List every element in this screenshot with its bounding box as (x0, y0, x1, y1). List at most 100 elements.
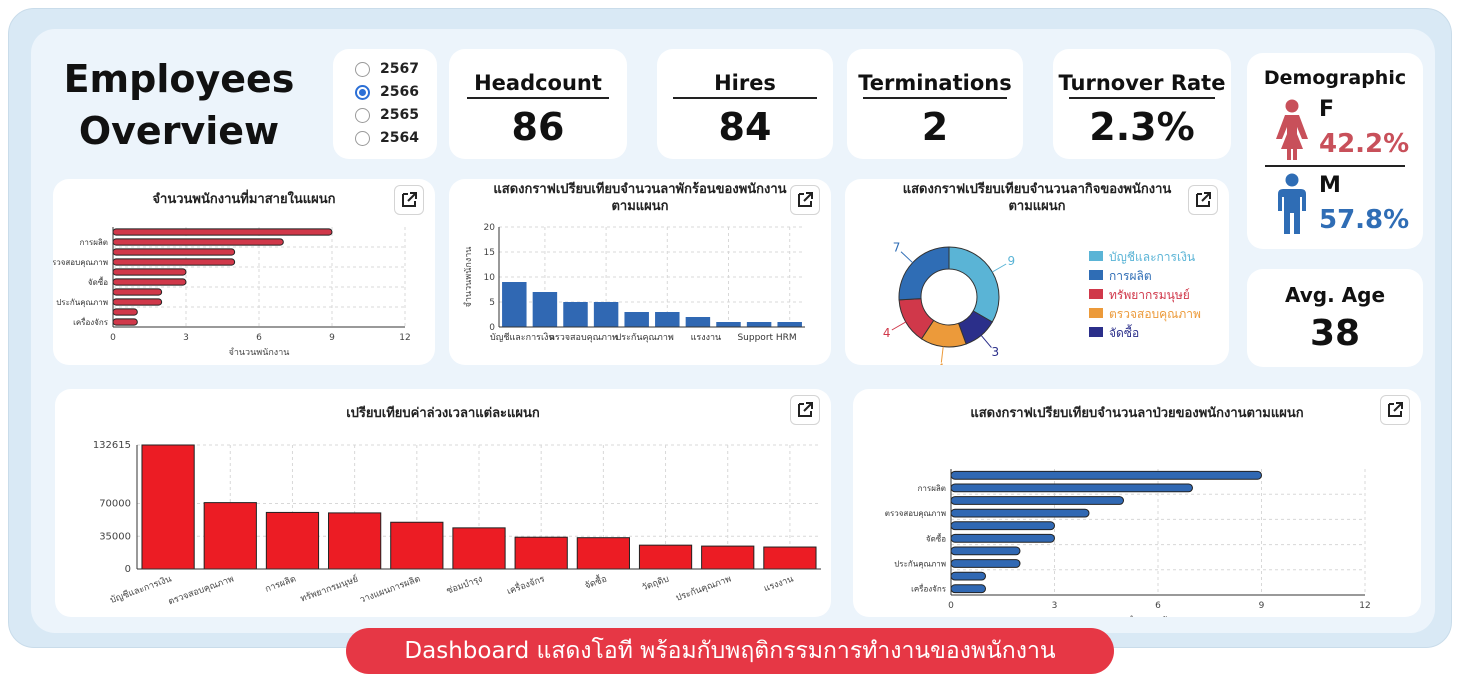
tick-label: 3 (1052, 601, 1058, 611)
bar (716, 322, 741, 327)
year-option-2564[interactable]: 2564 (355, 130, 419, 146)
donut-slice (948, 246, 1000, 323)
late-chart-svg: 0 3 6 9 12 การผลิตตรวจสอบคุณภาพจัดซื้อประกันค… (53, 227, 411, 358)
bar (112, 268, 187, 276)
turnover-value: 2.3% (1089, 105, 1195, 149)
tick-label: 70000 (99, 499, 131, 510)
bar (203, 502, 257, 570)
bar (624, 312, 649, 327)
demographic-divider (1265, 165, 1405, 167)
bar (514, 536, 568, 570)
category-label: บัญชีและการเงิน (490, 332, 555, 343)
expand-button[interactable] (790, 395, 820, 425)
tick-label: 132615 (93, 440, 131, 451)
bar (950, 559, 1021, 568)
tick-label: 0 (489, 323, 495, 333)
year-option-2567[interactable]: 2567 (355, 61, 419, 77)
year-option-2566[interactable]: 2566 (355, 84, 419, 100)
tick-label: 9 (1259, 601, 1265, 611)
overtime-chart-card: เปรียบเทียบค่าล่วงเวลาแต่ละแผนก 0 35000 70… (55, 389, 831, 617)
year-option-label: 2565 (380, 107, 419, 123)
category-label: เครื่องจักร (505, 572, 547, 598)
slice-label: 4 (883, 326, 891, 340)
slice-leader-line (940, 346, 944, 363)
bar (265, 511, 320, 570)
tick-label: 6 (1155, 601, 1161, 611)
bar (950, 496, 1124, 505)
female-label: F (1319, 97, 1335, 122)
x-axis-label: จำนวนพนักงาน (1128, 615, 1189, 617)
expand-button[interactable] (790, 185, 820, 215)
slice-label: 9 (1008, 254, 1016, 268)
bar (563, 302, 588, 327)
year-option-2565[interactable]: 2565 (355, 107, 419, 123)
bar (950, 470, 1262, 480)
category-label: เครื่องจักร (73, 316, 109, 327)
year-option-label: 2564 (380, 130, 419, 146)
headcount-divider (467, 97, 609, 99)
slice-leader-line (992, 263, 1007, 273)
radio-selected-icon[interactable] (355, 84, 370, 100)
tick-label: 5 (489, 298, 495, 308)
slice-label: 4 (937, 362, 945, 365)
tick-label: 0 (948, 601, 954, 611)
bar (532, 292, 558, 327)
hires-card: Hires 84 (657, 49, 833, 159)
y-axis-label: จำนวนพนักงาน (463, 247, 474, 308)
category-label: ตรวจสอบคุณภาพ (53, 258, 108, 267)
category-label: ซ่อมบำรุง (445, 573, 484, 596)
tick-label: 35000 (99, 531, 131, 542)
legend-label: จัดซื้อ (1109, 324, 1139, 340)
overtime-chart-svg: 0 35000 70000 132615 บัญชีและการเงินตรวจสอบค… (93, 440, 821, 607)
tick-label: 0 (110, 333, 116, 343)
legend-swatch (1089, 251, 1103, 261)
bar (746, 322, 772, 327)
category-label: การผลิต (264, 573, 298, 594)
turnover-card: Turnover Rate 2.3% (1053, 49, 1231, 159)
category-label: ทรัพยากรมนุษย์ (299, 573, 360, 605)
radio-icon[interactable] (355, 107, 370, 123)
donut-slice (898, 246, 950, 301)
legend-swatch (1089, 270, 1103, 280)
tick-label: 12 (399, 333, 410, 343)
page-title-line1: Employees (63, 57, 295, 101)
slice-leader-line (980, 334, 992, 348)
legend-label: ทรัพยากรมนุษย์ (1109, 288, 1190, 303)
page-title-line2: Overview (78, 109, 280, 153)
bar (328, 512, 382, 570)
bar (112, 278, 187, 286)
category-label: วางแผนการผลิต (358, 573, 422, 605)
tick-label: 6 (256, 333, 262, 343)
legend-swatch (1089, 308, 1103, 318)
radio-icon[interactable] (355, 130, 370, 146)
year-option-label: 2566 (380, 84, 419, 100)
male-person-icon (1278, 173, 1306, 234)
bar (112, 238, 284, 246)
open-in-new-icon (1196, 192, 1211, 207)
terminations-value: 2 (921, 105, 949, 149)
bar (763, 546, 817, 570)
year-filter: 2567 2566 2565 2564 (333, 49, 437, 159)
business-leave-chart-svg: 9 3 4 4 7 บัญชีและการเงินการผลิตทรัพยากรมนุษย… (883, 241, 1201, 365)
radio-icon[interactable] (355, 61, 370, 77)
male-label: M (1319, 173, 1341, 198)
sick-leave-chart-card: แสดงกราฟเปรียบเทียบจำนวนลาป่วยของพนักงาน… (853, 389, 1421, 617)
tick-label: 9 (329, 333, 335, 343)
bar (141, 444, 195, 570)
category-label: Support HRM (737, 333, 796, 343)
open-in-new-icon (798, 402, 813, 417)
year-option-label: 2567 (380, 61, 419, 77)
vacation-chart-title: แสดงกราฟเปรียบเทียบจำนวนลาพักร้อนของพนัก… (493, 182, 787, 214)
sick-leave-chart-svg: 0 3 6 9 12 การผลิตตรวจสอบคุณภาพจัดซื้อประกันค… (885, 469, 1371, 617)
tick-label: 12 (1359, 601, 1370, 611)
vacation-chart-card: แสดงกราฟเปรียบเทียบจำนวนลาพักร้อนของพนัก… (449, 179, 831, 365)
vacation-chart-svg: 0 5 10 15 20 บัญชีและการเงินตรวจสอบคุณภาพประก… (463, 223, 805, 343)
hires-value: 84 (718, 105, 772, 149)
bar (576, 537, 630, 570)
tick-label: 20 (484, 223, 496, 233)
expand-button[interactable] (1188, 185, 1218, 215)
bar (112, 228, 333, 236)
expand-button[interactable] (1380, 395, 1410, 425)
slice-leader-line (891, 321, 906, 331)
expand-button[interactable] (394, 185, 424, 215)
